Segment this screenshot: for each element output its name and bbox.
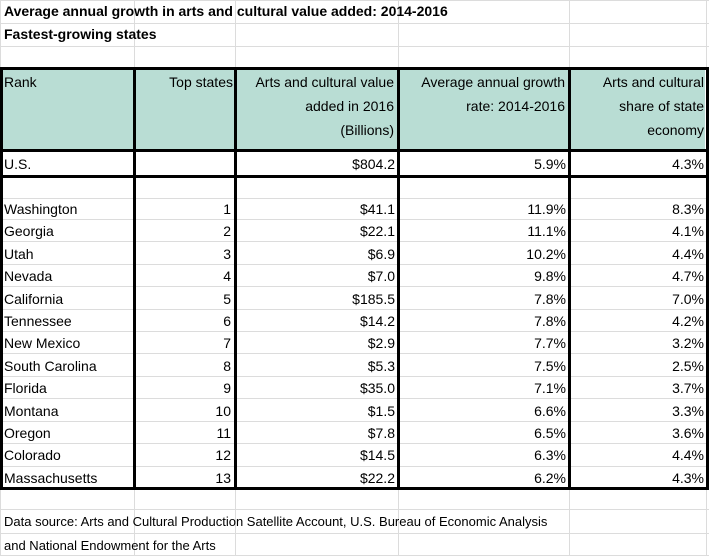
table-title: Average annual growth in arts and cultur… — [4, 3, 448, 19]
state-name: Massachusetts — [4, 470, 98, 486]
state-value: $185.5 — [352, 291, 395, 307]
table-subtitle: Fastest-growing states — [4, 26, 157, 42]
state-rank: 13 — [215, 470, 231, 486]
state-name: Nevada — [4, 268, 53, 284]
state-name: Utah — [4, 246, 34, 262]
state-value: $22.2 — [359, 470, 395, 486]
state-share: 4.2% — [672, 313, 704, 329]
us-growth: 5.9% — [534, 156, 566, 172]
state-share: 3.7% — [672, 380, 704, 396]
state-growth: 6.2% — [534, 470, 566, 486]
state-share: 4.4% — [672, 447, 704, 463]
state-share: 4.3% — [672, 470, 704, 486]
state-share: 3.3% — [672, 403, 704, 419]
state-growth: 7.7% — [534, 335, 566, 351]
state-rank: 6 — [223, 313, 231, 329]
state-share: 3.2% — [672, 335, 704, 351]
header-rank: Rank — [4, 74, 37, 90]
state-rank: 12 — [215, 447, 231, 463]
us-share: 4.3% — [672, 156, 704, 172]
state-rank: 10 — [215, 403, 231, 419]
state-share: 4.1% — [672, 223, 704, 239]
state-rank: 9 — [223, 380, 231, 396]
header-background — [2, 70, 705, 149]
state-name: New Mexico — [4, 335, 81, 351]
state-value: $6.9 — [367, 246, 395, 262]
state-rank: 2 — [223, 223, 231, 239]
state-value: $14.5 — [359, 447, 395, 463]
state-value: $22.1 — [359, 223, 395, 239]
state-value: $7.8 — [367, 425, 395, 441]
state-rank: 4 — [223, 268, 231, 284]
state-value: $14.2 — [359, 313, 395, 329]
state-growth: 10.2% — [526, 246, 566, 262]
state-growth: 7.1% — [534, 380, 566, 396]
state-name: Montana — [4, 403, 59, 419]
state-name: South Carolina — [4, 358, 97, 374]
state-value: $2.9 — [367, 335, 395, 351]
state-share: 2.5% — [672, 358, 704, 374]
state-growth: 6.6% — [534, 403, 566, 419]
state-growth: 7.8% — [534, 313, 566, 329]
state-growth: 11.9% — [527, 201, 566, 217]
state-growth: 7.8% — [534, 291, 566, 307]
us-value: $804.2 — [352, 156, 395, 172]
state-rank: 1 — [223, 201, 231, 217]
state-rank: 8 — [223, 358, 231, 374]
state-growth: 6.5% — [534, 425, 566, 441]
state-name: Florida — [4, 380, 47, 396]
state-name: Oregon — [4, 425, 51, 441]
state-name: Georgia — [4, 223, 54, 239]
header-top-states: Top states — [169, 74, 233, 90]
state-rank: 3 — [223, 246, 231, 262]
state-rank: 5 — [223, 291, 231, 307]
state-name: Washington — [4, 201, 78, 217]
state-growth: 7.5% — [534, 358, 566, 374]
state-share: 3.6% — [672, 425, 704, 441]
state-value: $41.1 — [359, 201, 395, 217]
state-share: 7.0% — [672, 291, 704, 307]
state-value: $7.0 — [367, 268, 395, 284]
state-share: 4.7% — [672, 268, 704, 284]
state-growth: 6.3% — [534, 447, 566, 463]
state-rank: 7 — [223, 335, 231, 351]
data-source-line-2: and National Endowment for the Arts — [4, 538, 216, 553]
state-name: California — [4, 291, 64, 307]
state-growth: 11.1% — [527, 223, 566, 239]
state-name: Tennessee — [4, 313, 72, 329]
state-share: 4.4% — [672, 246, 704, 262]
state-value: $5.3 — [367, 358, 395, 374]
state-growth: 9.8% — [534, 268, 566, 284]
data-source-line-1: Data source: Arts and Cultural Productio… — [4, 514, 548, 529]
us-name: U.S. — [4, 156, 32, 172]
state-rank: 11 — [216, 425, 231, 441]
state-value: $35.0 — [359, 380, 395, 396]
state-share: 8.3% — [672, 201, 704, 217]
state-name: Colorado — [4, 447, 61, 463]
state-value: $1.5 — [367, 403, 395, 419]
